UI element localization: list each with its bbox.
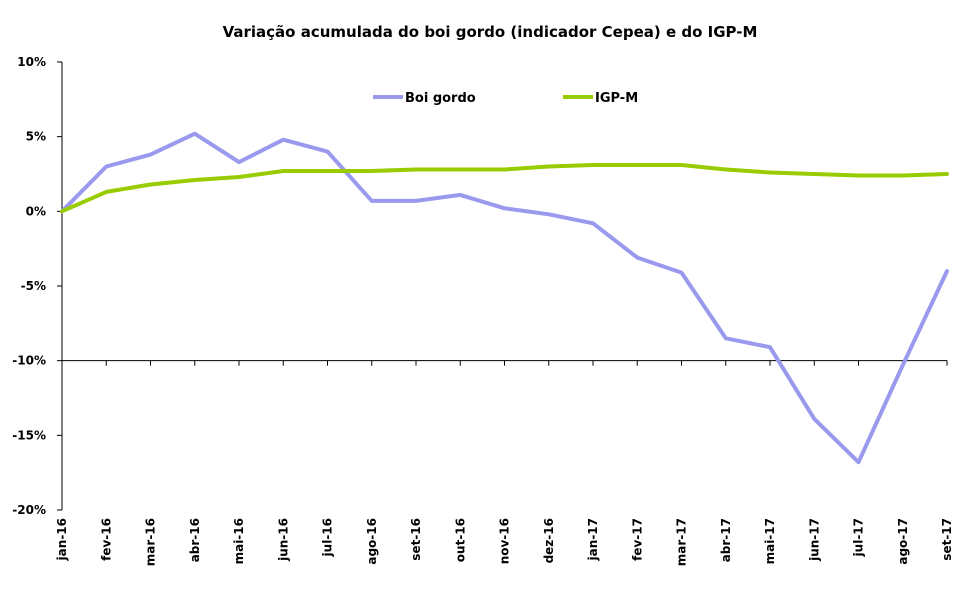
series-line-igp-m [60,163,949,214]
axes: 10% 5% 0% -5% -10% -15% -20% jan-16 fev-16 mar-16… [12,55,954,566]
x-tick-label: set-17 [940,518,954,561]
x-tick-label: set-16 [409,518,423,561]
legend-label: Boi gordo [405,91,476,106]
x-tick-label: out-16 [453,518,467,562]
x-tick-label: jul-16 [321,518,335,557]
x-tick-label: abr-17 [719,518,733,562]
y-tick-label: -10% [12,354,46,368]
x-tick-label: jul-17 [852,518,866,557]
x-tick-label: dez-16 [542,518,556,563]
x-tick-label: mar-17 [675,518,689,566]
x-tick-label: abr-16 [188,518,202,562]
chart-title: Variação acumulada do boi gordo (indicad… [223,23,758,41]
y-tick-label: -5% [21,279,46,293]
series-lines [60,131,949,465]
x-tick-label: fev-17 [630,518,644,561]
x-tick-label: mar-16 [144,518,158,566]
y-tick-label: 10% [17,55,46,69]
y-tick-label: -20% [12,503,46,517]
legend-label: IGP-M [595,91,638,106]
x-tick-label: jun-17 [807,518,821,562]
x-tick-label: nov-16 [498,518,512,564]
x-tick-label: fev-16 [99,518,113,561]
x-tick-label: jun-16 [276,518,290,562]
x-tick-label: mai-16 [232,518,246,564]
x-tick-label: jan-16 [55,518,69,561]
series-line-boi-gordo [60,131,949,465]
y-tick-label: -15% [12,428,46,442]
legend: Boi gordo IGP-M [373,91,638,106]
y-tick-label: 5% [26,130,46,144]
x-tick-label: jan-17 [586,518,600,561]
x-tick-label: ago-16 [365,518,379,565]
x-tick-label: ago-17 [896,518,910,565]
x-tick-label: mai-17 [763,518,777,564]
y-tick-label: 0% [26,204,46,218]
